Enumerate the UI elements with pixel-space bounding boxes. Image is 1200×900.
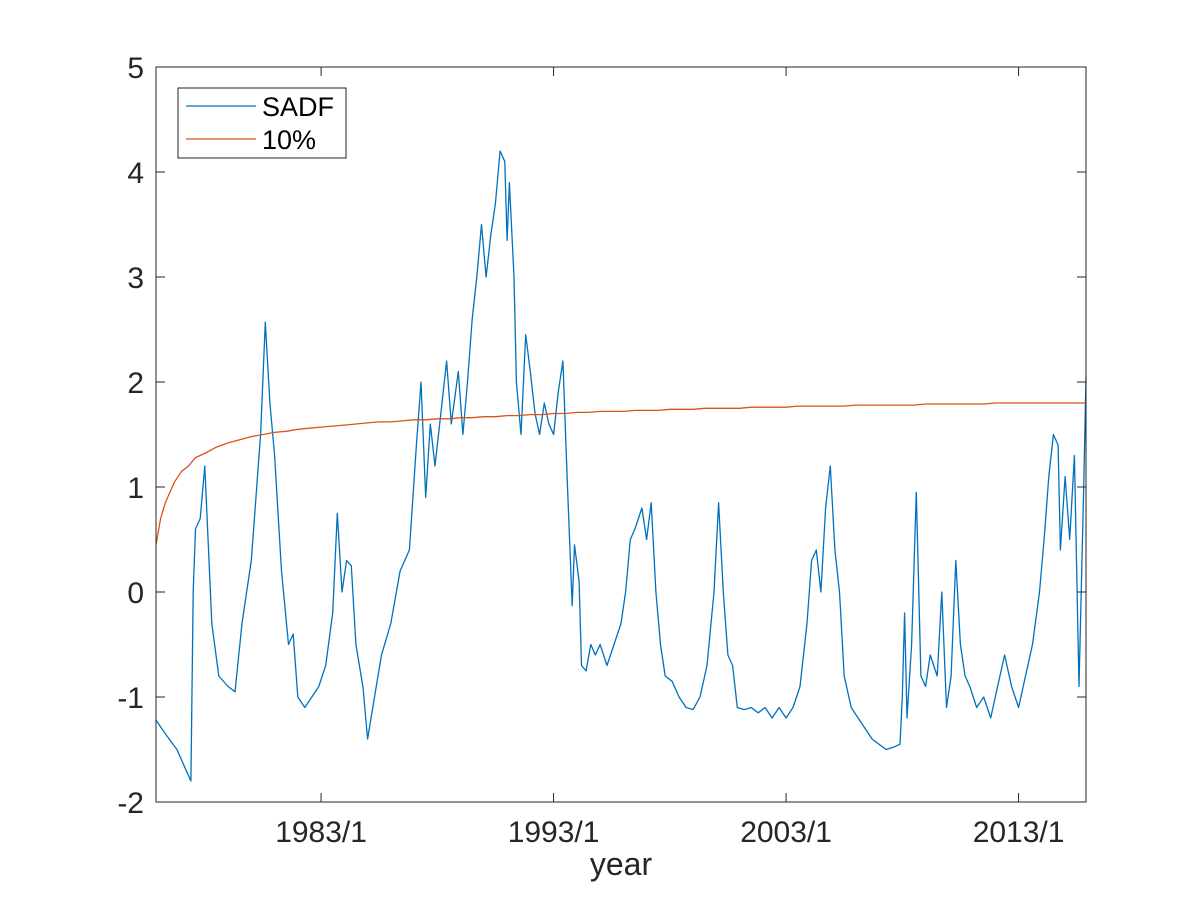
x-tick-label: 2003/1 xyxy=(740,816,832,849)
y-tick-label: 4 xyxy=(127,157,144,190)
y-tick-label: 2 xyxy=(127,367,144,400)
y-tick-label: 5 xyxy=(127,52,144,85)
y-tick-label: -2 xyxy=(117,787,144,820)
y-axis: -2 -1 0 1 2 3 4 5 xyxy=(117,52,1086,820)
x-tick-label: 1993/1 xyxy=(508,816,600,849)
series-line-critical-10pct xyxy=(155,402,1086,545)
legend-entry: 10% xyxy=(262,125,316,155)
y-tick-label: 1 xyxy=(127,472,144,505)
plot-frame xyxy=(155,66,1087,803)
series-line-sadf xyxy=(155,150,1087,782)
legend-entry: SADF xyxy=(262,92,334,122)
x-axis-label: year xyxy=(590,846,653,882)
y-tick-label: 0 xyxy=(127,577,144,610)
y-tick-label: -1 xyxy=(117,682,144,715)
plot-area xyxy=(156,67,1086,802)
y-tick-label: 3 xyxy=(127,262,144,295)
series-layer xyxy=(155,150,1087,782)
legend-box xyxy=(177,87,347,159)
x-tick-label: 2013/1 xyxy=(973,816,1065,849)
x-tick-label: 1983/1 xyxy=(275,816,367,849)
x-axis: 1983/1 1993/1 2003/1 2013/1 xyxy=(275,67,1064,849)
